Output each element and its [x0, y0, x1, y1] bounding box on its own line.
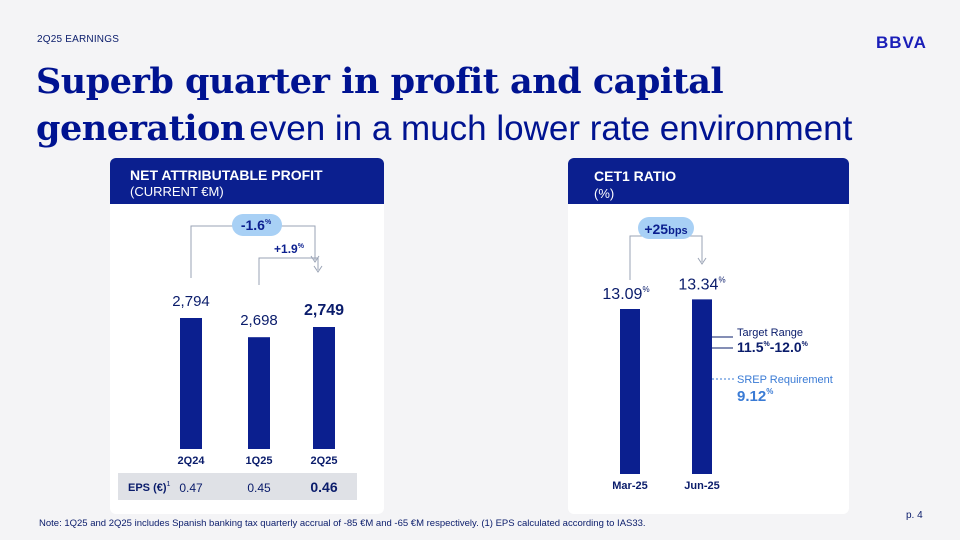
- net-profit-card-title: NET ATTRIBUTABLE PROFIT: [130, 167, 323, 183]
- eps-row-label: EPS (€)1: [128, 481, 171, 494]
- cet1-bar-Jun-25: [692, 299, 712, 474]
- qoq-change-unit: %: [298, 243, 305, 250]
- cet1-card-title: CET1 RATIO: [594, 168, 677, 184]
- srep-value: 9.12%: [737, 387, 773, 405]
- cet1-card: CET1 RATIO (%) 13.09% Mar-25 13.34% Jun-25 +…: [568, 158, 849, 514]
- section-kicker: 2Q25 EARNINGS: [37, 34, 120, 45]
- cet1-card-subtitle: (%): [594, 186, 615, 201]
- target-range-high: -12.0: [770, 339, 802, 355]
- cet1-change-label: +25bps: [644, 221, 687, 237]
- srep-value-unit: %: [766, 387, 773, 396]
- profit-bar-2Q24: [180, 318, 202, 449]
- qoq-change-label: +1.9%: [274, 242, 305, 256]
- page-title: Superb quarter in profit and capital gen…: [36, 62, 936, 156]
- title-line-1: Superb quarter in profit and capital: [36, 61, 724, 102]
- cet1-value-number: 13.09: [602, 286, 642, 303]
- eps-value: 0.47: [179, 481, 203, 495]
- eps-value: 0.45: [247, 481, 271, 495]
- profit-value-label: 2,794: [172, 293, 210, 310]
- page-number: p. 4: [906, 510, 923, 521]
- eps-label-text: EPS (€): [128, 482, 167, 494]
- cet1-bracket-arrow: [697, 257, 707, 265]
- srep-value-number: 9.12: [737, 388, 766, 405]
- eps-value: 0.46: [310, 479, 337, 495]
- cet1-value-label: 13.09%: [602, 285, 649, 303]
- target-range-value: 11.5%-12.0%: [737, 339, 809, 355]
- cet1-change-value: +25: [644, 221, 668, 237]
- target-range-low: 11.5: [737, 339, 764, 355]
- bracket-qoq-arrow: [313, 265, 323, 273]
- cet1-card-header: CET1 RATIO (%): [568, 158, 849, 204]
- title-rest: even in a much lower rate environment: [249, 109, 853, 148]
- eps-row-background: [118, 473, 357, 500]
- eps-label-superscript: 1: [167, 481, 171, 488]
- footnote: Note: 1Q25 and 2Q25 includes Spanish ban…: [39, 518, 646, 529]
- cet1-change-badge: [638, 217, 694, 239]
- net-profit-card-header: NET ATTRIBUTABLE PROFIT (CURRENT €M): [110, 158, 384, 204]
- cet1-category-label: Jun-25: [684, 480, 719, 492]
- bracket-qoq-line: [258, 257, 319, 285]
- yoy-change-label: -1.6%: [241, 217, 272, 233]
- cet1-value-label: 13.34%: [678, 275, 725, 293]
- target-range-high-unit: %: [802, 341, 809, 348]
- net-profit-card: NET ATTRIBUTABLE PROFIT (CURRENT €M) 2,7…: [110, 158, 384, 514]
- cet1-change-unit: bps: [668, 225, 688, 237]
- profit-category-label: 2Q25: [311, 455, 338, 467]
- profit-value-label: 2,698: [240, 312, 278, 329]
- net-profit-card-subtitle: (CURRENT €M): [130, 184, 224, 199]
- yoy-change-badge: [232, 214, 282, 236]
- profit-category-label: 1Q25: [246, 455, 273, 467]
- profit-category-label: 2Q24: [178, 455, 206, 467]
- title-bold-word: generation: [36, 108, 245, 149]
- profit-value-label: 2,749: [304, 302, 344, 319]
- cet1-chart: 13.09% Mar-25 13.34% Jun-25 +25bps Target Ran…: [602, 217, 833, 492]
- yoy-change-unit: %: [265, 219, 272, 226]
- qoq-change-value: +1.9: [274, 242, 298, 256]
- net-profit-chart: 2,7942Q242,6981Q252,7492Q25-1.6%+1.9%EPS…: [118, 214, 357, 500]
- bbva-logo: BBVA: [876, 33, 927, 52]
- target-range-label: Target Range: [737, 327, 803, 339]
- yoy-change-value: -1.6: [241, 217, 265, 233]
- cet1-category-label: Mar-25: [612, 480, 647, 492]
- cet1-bar-Mar-25: [620, 309, 640, 474]
- cet1-value-unit: %: [642, 285, 649, 294]
- cet1-bracket-line: [629, 235, 703, 280]
- profit-bar-1Q25: [248, 337, 270, 449]
- cet1-value-unit: %: [718, 275, 725, 284]
- target-range-low-unit: %: [763, 341, 770, 348]
- profit-bar-2Q25: [313, 327, 335, 449]
- srep-label: SREP Requirement: [737, 374, 833, 386]
- cet1-value-number: 13.34: [678, 276, 718, 293]
